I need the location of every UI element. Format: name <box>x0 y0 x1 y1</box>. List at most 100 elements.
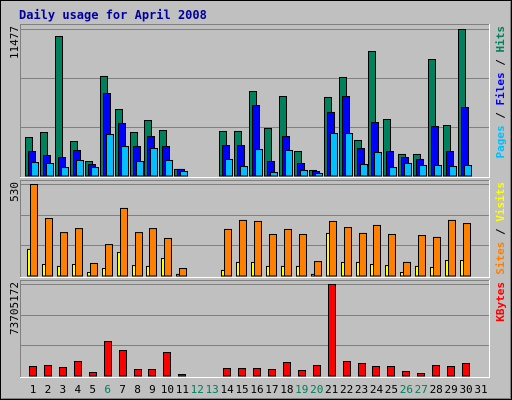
bar <box>300 169 308 177</box>
bar <box>299 233 307 277</box>
bar <box>55 36 63 177</box>
bar <box>31 162 39 177</box>
x-tick-label: 12 <box>191 383 204 396</box>
x-tick-label: 31 <box>474 383 487 396</box>
bar <box>345 133 353 177</box>
bar <box>135 232 143 277</box>
bar <box>44 365 52 377</box>
bar <box>90 262 98 277</box>
x-tick-label: 30 <box>459 383 472 396</box>
bar <box>269 233 277 277</box>
bar <box>120 207 128 277</box>
bar <box>224 228 232 277</box>
x-tick-label: 21 <box>325 383 338 396</box>
bar <box>253 368 261 377</box>
legend-entry: Files <box>494 72 507 105</box>
x-tick-label: 13 <box>206 383 219 396</box>
y-tick-label: 11477 <box>8 26 21 59</box>
x-tick-label: 15 <box>235 383 248 396</box>
legend: KBytes <box>494 282 507 322</box>
bar <box>463 223 471 277</box>
bar <box>373 224 381 277</box>
bar <box>223 368 231 377</box>
x-tick-label: 29 <box>445 383 458 396</box>
bar <box>314 261 322 277</box>
bar <box>59 367 67 377</box>
bar <box>447 366 455 377</box>
bar <box>45 218 53 277</box>
bar <box>239 219 247 277</box>
x-tick-label: 25 <box>385 383 398 396</box>
bar <box>60 232 68 277</box>
bar <box>315 172 323 177</box>
x-tick-label: 3 <box>60 383 67 396</box>
bar <box>329 220 337 277</box>
x-tick-label: 8 <box>134 383 141 396</box>
legend-entry: Pages <box>494 125 507 158</box>
bar <box>61 167 69 177</box>
bar <box>165 159 173 177</box>
y-tick-label: 73705172 <box>8 282 21 335</box>
x-tick-label: 20 <box>310 383 323 396</box>
bar <box>106 133 114 177</box>
legend-entry: Sites <box>494 242 507 275</box>
bar <box>283 362 291 377</box>
bar <box>164 237 172 277</box>
bar <box>121 146 129 177</box>
x-tick-label: 10 <box>161 383 174 396</box>
bar <box>104 341 112 377</box>
bar <box>464 164 472 177</box>
bar <box>225 158 233 177</box>
bar <box>178 374 186 377</box>
x-tick-label: 27 <box>415 383 428 396</box>
legend-separator: / <box>494 222 507 242</box>
x-tick-label: 7 <box>119 383 126 396</box>
bar <box>432 365 440 377</box>
x-tick-label: 9 <box>149 383 156 396</box>
bar <box>91 167 99 177</box>
bar <box>136 161 144 177</box>
x-tick-label: 16 <box>250 383 263 396</box>
bar <box>179 268 187 277</box>
x-tick-label: 19 <box>295 383 308 396</box>
x-tick-label: 22 <box>340 383 353 396</box>
legend-entry: Hits <box>494 26 507 53</box>
bar <box>449 166 457 177</box>
legend: Pages / Files / Hits <box>494 26 507 159</box>
x-tick-label: 14 <box>221 383 235 396</box>
bar <box>270 172 278 177</box>
bar <box>75 228 83 277</box>
x-tick-label: 11 <box>176 383 189 396</box>
x-tick-label: 17 <box>265 383 278 396</box>
bar <box>285 149 293 177</box>
bar <box>417 373 425 377</box>
legend-separator: / <box>494 106 507 126</box>
bar <box>374 151 382 177</box>
bar <box>149 228 157 277</box>
bar <box>388 233 396 277</box>
bar <box>359 232 367 277</box>
bar <box>434 164 442 177</box>
bar <box>343 361 351 377</box>
bar <box>148 369 156 377</box>
bar <box>372 366 380 377</box>
bar <box>360 164 368 177</box>
bar <box>254 220 262 277</box>
bar <box>268 369 276 377</box>
bar <box>313 365 321 377</box>
legend-separator: / <box>494 53 507 73</box>
bar <box>387 366 395 377</box>
legend: Sites / Visits <box>494 182 507 275</box>
bar <box>462 363 470 377</box>
x-tick-label: 5 <box>89 383 96 396</box>
bar <box>46 162 54 177</box>
bar <box>344 227 352 277</box>
bar <box>419 164 427 177</box>
bar <box>448 219 456 277</box>
bar <box>255 149 263 177</box>
bar <box>134 369 142 377</box>
bar <box>180 171 188 177</box>
x-tick-label: 2 <box>45 383 52 396</box>
